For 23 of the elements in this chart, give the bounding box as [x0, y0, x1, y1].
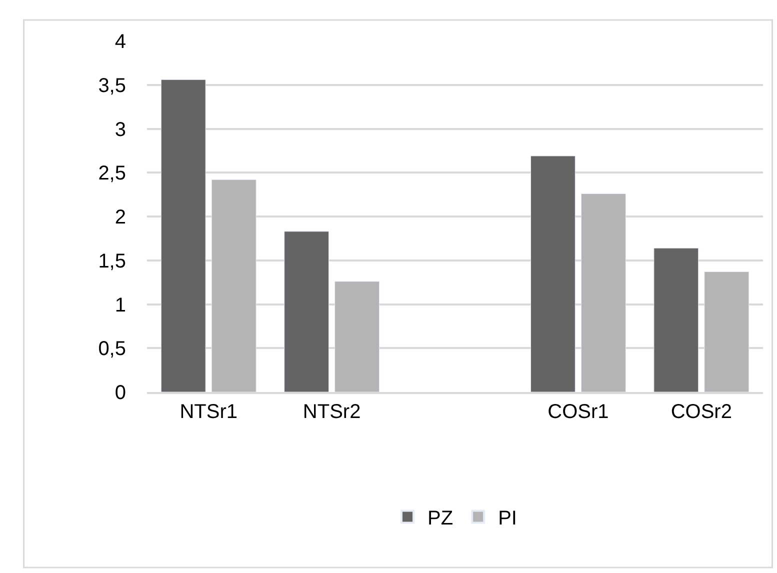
- bar: [284, 231, 330, 392]
- bar: [654, 248, 699, 392]
- y-tick-label: 2: [114, 206, 126, 228]
- bar: [334, 281, 380, 392]
- y-tick-label: 4: [114, 31, 126, 53]
- x-tick-label: NTSr2: [302, 401, 361, 423]
- legend-label: PI: [498, 508, 517, 530]
- y-tick-label: 0: [114, 382, 126, 404]
- y-tick-label: 0,5: [98, 338, 126, 360]
- x-tick-label: COSr1: [548, 401, 609, 423]
- x-tick-label: COSr2: [670, 401, 732, 423]
- y-tick-label: 1,5: [98, 250, 126, 272]
- x-tick-label: NTSr1: [180, 401, 238, 423]
- bar: [530, 156, 576, 392]
- y-tick-label: 1: [114, 294, 126, 316]
- legend-label: PZ: [428, 508, 454, 530]
- bar: [704, 272, 750, 392]
- bar: [160, 79, 206, 392]
- bar: [580, 193, 626, 392]
- y-tick-label: 2,5: [98, 162, 126, 185]
- bar: [211, 179, 256, 392]
- y-tick-label: 3: [114, 118, 126, 141]
- y-tick-label: 3,5: [98, 74, 126, 97]
